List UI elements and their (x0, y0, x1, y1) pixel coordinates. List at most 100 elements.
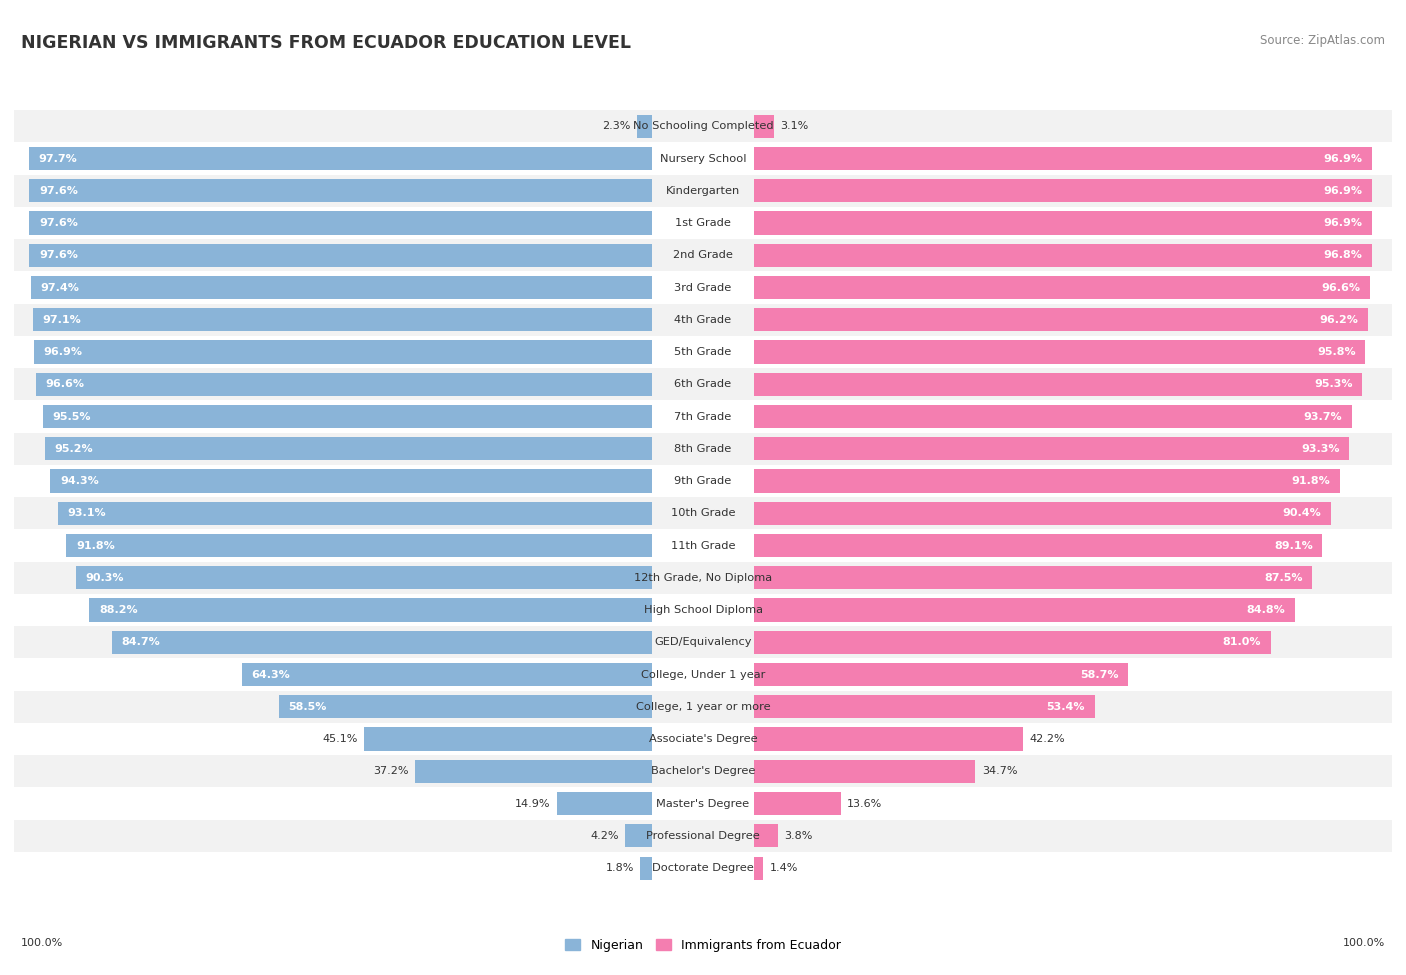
Bar (14, 271, 1392, 303)
Text: 3.8%: 3.8% (785, 831, 813, 840)
Bar (754, 727, 1024, 751)
Bar (754, 372, 1362, 396)
Text: 58.5%: 58.5% (288, 702, 326, 712)
Text: 37.2%: 37.2% (373, 766, 408, 776)
Text: 96.2%: 96.2% (1319, 315, 1358, 325)
Text: 96.9%: 96.9% (44, 347, 83, 357)
Text: 96.6%: 96.6% (45, 379, 84, 389)
Text: 91.8%: 91.8% (1291, 476, 1330, 487)
Text: 89.1%: 89.1% (1274, 540, 1313, 551)
Text: Bachelor's Degree: Bachelor's Degree (651, 766, 755, 776)
Text: 64.3%: 64.3% (252, 670, 290, 680)
Bar (754, 340, 1365, 364)
Bar (754, 405, 1351, 428)
Bar (14, 820, 1392, 852)
Bar (14, 110, 1392, 142)
Text: 81.0%: 81.0% (1223, 638, 1261, 647)
Bar (754, 212, 1372, 235)
Bar (51, 470, 652, 492)
Text: 8th Grade: 8th Grade (675, 444, 731, 453)
Text: 1.4%: 1.4% (769, 863, 797, 874)
Text: 11th Grade: 11th Grade (671, 540, 735, 551)
Bar (90, 599, 652, 622)
Text: 96.9%: 96.9% (1323, 153, 1362, 164)
Text: 4th Grade: 4th Grade (675, 315, 731, 325)
Text: Nursery School: Nursery School (659, 153, 747, 164)
Bar (42, 405, 652, 428)
Text: 97.6%: 97.6% (39, 218, 77, 228)
Bar (14, 594, 1392, 626)
Bar (28, 147, 652, 171)
Bar (66, 534, 652, 557)
Bar (35, 372, 652, 396)
Bar (14, 852, 1392, 884)
Bar (641, 856, 652, 879)
Bar (754, 470, 1340, 492)
Bar (637, 115, 652, 137)
Text: 1st Grade: 1st Grade (675, 218, 731, 228)
Bar (111, 631, 652, 654)
Text: 34.7%: 34.7% (981, 766, 1018, 776)
Bar (32, 308, 652, 332)
Bar (754, 824, 779, 847)
Text: 13.6%: 13.6% (848, 799, 883, 808)
Bar (754, 179, 1372, 203)
Text: 45.1%: 45.1% (322, 734, 359, 744)
Bar (14, 723, 1392, 756)
Text: 96.9%: 96.9% (1323, 218, 1362, 228)
Bar (415, 760, 652, 783)
Text: Kindergarten: Kindergarten (666, 186, 740, 196)
Text: 2nd Grade: 2nd Grade (673, 251, 733, 260)
Text: 53.4%: 53.4% (1046, 702, 1085, 712)
Text: 96.9%: 96.9% (1323, 186, 1362, 196)
Bar (14, 142, 1392, 175)
Bar (31, 276, 652, 299)
Text: 95.5%: 95.5% (52, 411, 91, 421)
Text: No Schooling Completed: No Schooling Completed (633, 121, 773, 132)
Bar (14, 658, 1392, 690)
Text: 84.8%: 84.8% (1247, 605, 1285, 615)
Bar (30, 179, 652, 203)
Text: 97.6%: 97.6% (39, 186, 77, 196)
Text: 4.2%: 4.2% (591, 831, 619, 840)
Bar (14, 626, 1392, 658)
Bar (754, 437, 1350, 460)
Bar (754, 115, 773, 137)
Text: 88.2%: 88.2% (98, 605, 138, 615)
Bar (45, 437, 652, 460)
Text: 91.8%: 91.8% (76, 540, 115, 551)
Bar (76, 566, 652, 590)
Bar (754, 566, 1312, 590)
Bar (278, 695, 652, 719)
Bar (14, 497, 1392, 529)
Bar (754, 631, 1271, 654)
Bar (754, 599, 1295, 622)
Text: 42.2%: 42.2% (1029, 734, 1066, 744)
Bar (754, 695, 1095, 719)
Bar (754, 244, 1371, 267)
Text: 100.0%: 100.0% (21, 938, 63, 948)
Bar (754, 760, 976, 783)
Text: Source: ZipAtlas.com: Source: ZipAtlas.com (1260, 34, 1385, 47)
Bar (754, 534, 1323, 557)
Text: College, 1 year or more: College, 1 year or more (636, 702, 770, 712)
Text: 97.7%: 97.7% (38, 153, 77, 164)
Text: GED/Equivalency: GED/Equivalency (654, 638, 752, 647)
Text: 96.8%: 96.8% (1323, 251, 1362, 260)
Legend: Nigerian, Immigrants from Ecuador: Nigerian, Immigrants from Ecuador (561, 934, 845, 956)
Bar (626, 824, 652, 847)
Text: College, Under 1 year: College, Under 1 year (641, 670, 765, 680)
Bar (14, 756, 1392, 788)
Bar (14, 369, 1392, 401)
Text: 5th Grade: 5th Grade (675, 347, 731, 357)
Bar (754, 663, 1129, 686)
Bar (754, 276, 1371, 299)
Text: 58.7%: 58.7% (1080, 670, 1119, 680)
Text: 90.4%: 90.4% (1282, 508, 1322, 519)
Text: Doctorate Degree: Doctorate Degree (652, 863, 754, 874)
Text: NIGERIAN VS IMMIGRANTS FROM ECUADOR EDUCATION LEVEL: NIGERIAN VS IMMIGRANTS FROM ECUADOR EDUC… (21, 34, 631, 52)
Bar (754, 856, 763, 879)
Bar (14, 465, 1392, 497)
Text: 14.9%: 14.9% (515, 799, 551, 808)
Text: 2.3%: 2.3% (603, 121, 631, 132)
